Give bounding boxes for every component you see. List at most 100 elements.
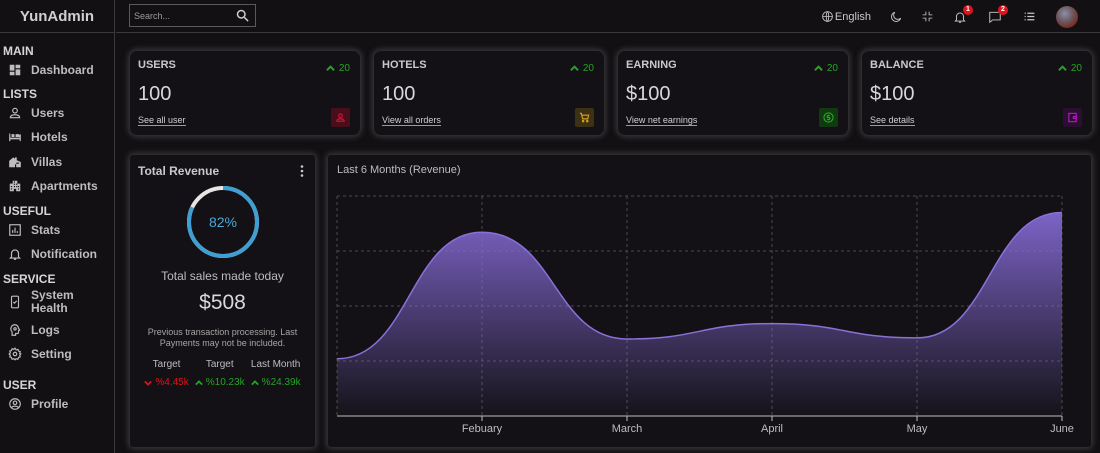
search-icon[interactable]: [235, 8, 250, 23]
widget-title: EARNING: [626, 59, 677, 71]
featured-description: Previous transaction processing. Last Pa…: [147, 327, 298, 348]
chart-title: Last 6 Months (Revenue): [337, 164, 461, 176]
target-item: Target %10.23k: [194, 359, 245, 388]
widget-earning: EARNING 20 $100 View net earnings: [618, 51, 848, 135]
chart-area: [337, 212, 1062, 416]
sidebar-item-label: Profile: [31, 396, 69, 411]
wallet-icon: [1063, 108, 1082, 127]
sidebar-item-label: Villas: [31, 154, 63, 169]
profile-icon: [8, 397, 22, 411]
target-label: Target: [152, 359, 181, 370]
sidebar-section-service: SERVICE: [3, 271, 56, 286]
sidebar-item-setting[interactable]: Setting: [0, 342, 114, 367]
widget-link[interactable]: See details: [870, 115, 915, 126]
chevron-up-icon: [570, 65, 579, 72]
progress-percent: 82%: [208, 214, 238, 230]
sidebar-item-label: Logs: [31, 322, 60, 337]
language-selector[interactable]: English: [821, 10, 871, 23]
revenue-chart-card: Last 6 Months (Revenue) Febuary March Apri…: [328, 155, 1091, 447]
sidebar-item-label: System Health: [31, 287, 74, 315]
avatar[interactable]: [1056, 5, 1078, 28]
total-revenue-card: Total Revenue 82% Total sales made today…: [130, 155, 315, 447]
messages-button[interactable]: 2: [988, 4, 1008, 24]
search-box: [129, 4, 256, 27]
widget-change: 20: [1058, 63, 1082, 74]
widget-users: USERS 20 100 See all user: [130, 51, 360, 135]
sidebar-section-main: MAIN: [3, 44, 34, 58]
sidebar-item-label: Dashboard: [31, 63, 94, 78]
chevron-down-icon: [144, 380, 153, 386]
bell-icon: [8, 247, 22, 261]
x-tick-label: May: [907, 423, 928, 435]
more-vert-icon[interactable]: [299, 164, 305, 178]
sidebar-item-apartments[interactable]: Apartments: [0, 174, 114, 199]
app-logo[interactable]: YunAdmin: [0, 0, 114, 33]
targets-row: Target %4.45k Target %10.23k Last Month …: [130, 359, 315, 388]
x-tick-label: June: [1050, 423, 1074, 435]
stats-icon: [8, 223, 22, 237]
sidebar-item-hotels[interactable]: Hotels: [0, 125, 114, 150]
x-tick-label: Febuary: [462, 423, 503, 435]
notifications-button[interactable]: 1: [953, 4, 973, 24]
x-tick-label: March: [612, 423, 643, 435]
target-value: %10.23k: [194, 377, 245, 388]
widget-title: BALANCE: [870, 59, 924, 71]
target-value: %24.39k: [250, 377, 301, 388]
list-icon: [1024, 12, 1035, 21]
widget-link[interactable]: See all user: [138, 115, 186, 126]
search-input[interactable]: [134, 10, 234, 21]
topbar: English 1 2: [116, 0, 1100, 33]
chevron-up-icon: [326, 65, 335, 72]
target-label: Target: [205, 359, 234, 370]
logs-icon: [8, 323, 22, 337]
sidebar-item-profile[interactable]: Profile: [0, 392, 114, 417]
user-icon: [8, 106, 22, 120]
progress-ring: [187, 186, 259, 258]
sidebar-item-stats[interactable]: Stats: [0, 218, 114, 243]
sidebar-item-users[interactable]: Users: [0, 101, 114, 126]
globe-icon: [822, 11, 833, 22]
gear-icon: [8, 347, 22, 361]
villa-icon: [8, 155, 22, 169]
widget-link[interactable]: View all orders: [382, 115, 441, 126]
sidebar-item-label: Setting: [31, 347, 72, 362]
list-menu-button[interactable]: [1023, 10, 1036, 23]
target-item: Last Month %24.39k: [250, 359, 301, 388]
sidebar: YunAdmin MAIN Dashboard LISTS Users Hote…: [0, 0, 115, 453]
sidebar-item-system-health[interactable]: System Health: [0, 286, 114, 318]
sidebar-item-logs[interactable]: Logs: [0, 318, 114, 343]
widget-title: USERS: [138, 59, 176, 71]
sidebar-item-villas[interactable]: Villas: [0, 150, 114, 175]
revenue-area-chart: Febuary March April May June: [336, 195, 1074, 435]
sidebar-item-label: Stats: [31, 222, 61, 237]
moon-icon: [891, 11, 902, 22]
chevron-up-icon: [1058, 65, 1067, 72]
language-label: English: [834, 10, 871, 23]
widget-title: HOTELS: [382, 59, 427, 71]
sidebar-section-lists: LISTS: [3, 86, 38, 101]
featured-subtitle: Total sales made today: [161, 269, 284, 283]
widget-link[interactable]: View net earnings: [626, 115, 698, 126]
x-tick-label: April: [761, 423, 783, 435]
widget-hotels: HOTELS 20 100 View all orders: [374, 51, 604, 135]
target-value: %4.45k: [144, 377, 189, 388]
sidebar-item-label: Hotels: [31, 130, 68, 145]
topbar-actions: English 1 2: [821, 0, 1100, 33]
widget-value: $100: [626, 83, 671, 105]
target-item: Target %4.45k: [144, 359, 189, 388]
sidebar-item-dashboard[interactable]: Dashboard: [0, 58, 114, 83]
chevron-up-icon: [814, 65, 823, 72]
chart-line: [336, 211, 1063, 360]
sidebar-item-notification[interactable]: Notification: [0, 242, 114, 267]
sidebar-item-label: Notification: [31, 247, 97, 262]
dark-mode-toggle[interactable]: [889, 10, 903, 24]
sidebar-section-useful: USEFUL: [3, 203, 51, 218]
cart-icon: [575, 108, 594, 127]
health-icon: [8, 295, 22, 309]
target-label: Last Month: [250, 359, 301, 370]
bell-icon: [954, 11, 966, 23]
user-icon: [331, 108, 350, 127]
dollar-icon: [819, 108, 838, 127]
chevron-up-icon: [194, 379, 203, 385]
fullscreen-exit-button[interactable]: [921, 10, 934, 23]
